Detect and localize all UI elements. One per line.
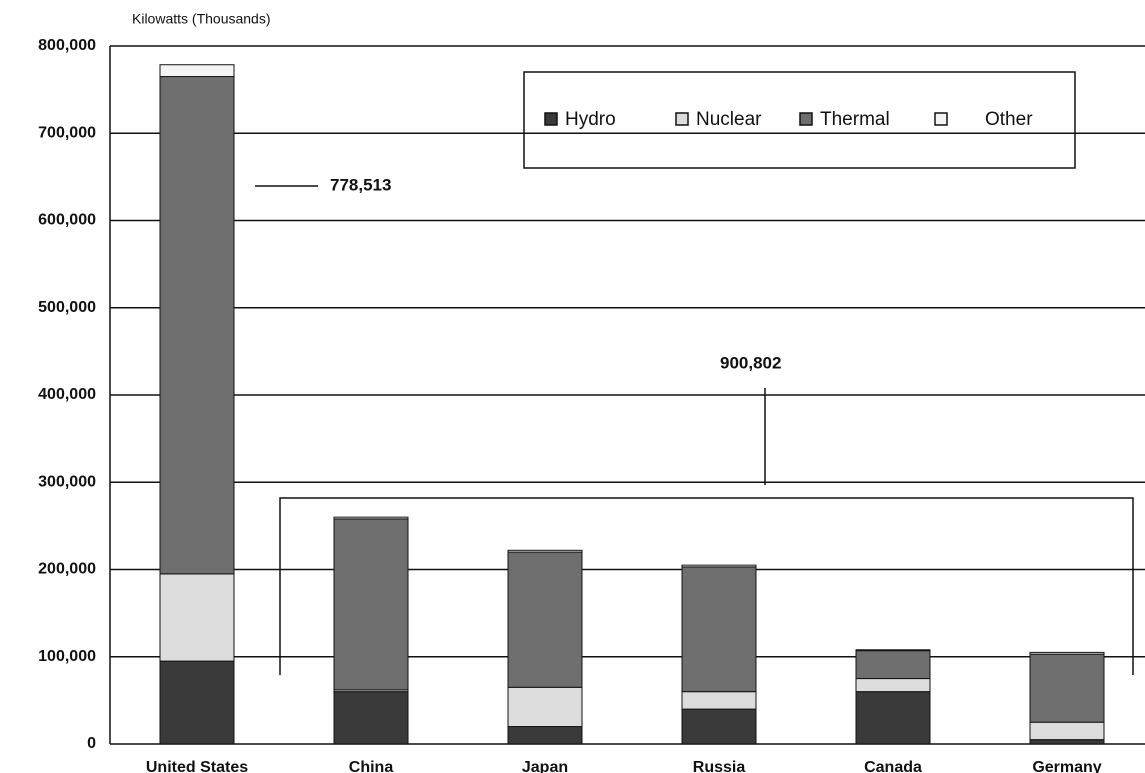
bar-segment [507, 549, 583, 553]
x-tick-label: Russia [693, 759, 746, 773]
bar-segment [333, 691, 409, 745]
bar-segment [1029, 651, 1105, 655]
bar-segment [159, 64, 235, 78]
bar-segment [681, 564, 757, 568]
x-tick-label: United States [146, 759, 248, 773]
bar-segment [855, 691, 931, 745]
bar-segment [507, 726, 583, 745]
bar-segment [333, 518, 409, 691]
x-tick-label: Germany [1032, 759, 1101, 773]
bar-segment [507, 551, 583, 688]
legend-label: Thermal [820, 109, 890, 130]
y-tick-label: 800,000 [38, 37, 96, 54]
y-tick-label: 600,000 [38, 212, 96, 229]
bar-segment [1029, 653, 1105, 723]
legend-swatch [934, 112, 948, 126]
x-tick-label: Japan [522, 759, 568, 773]
y-tick-label: 100,000 [38, 648, 96, 665]
bracket [279, 388, 1134, 675]
annotation: 900,802 [720, 353, 781, 372]
y-tick-label: 400,000 [38, 386, 96, 403]
y-tick-label: 200,000 [38, 561, 96, 578]
bar-segment [507, 686, 583, 728]
bar-segment [1029, 739, 1105, 745]
y-tick-label: 300,000 [38, 473, 96, 490]
y-axis-label: Kilowatts (Thousands) [132, 11, 271, 27]
bar-segment [681, 566, 757, 693]
bar-segment [159, 76, 235, 575]
bar-segment [855, 649, 931, 652]
x-tick-label: China [349, 759, 394, 773]
bar-segment [333, 516, 409, 520]
bar-segment [1029, 721, 1105, 741]
bar-segment [855, 678, 931, 693]
legend-swatch [799, 112, 813, 126]
legend-label: Other [985, 109, 1033, 130]
bar-segment [159, 573, 235, 662]
legend-swatch [675, 112, 689, 126]
bar-segment [681, 708, 757, 745]
y-tick-label: 700,000 [38, 124, 96, 141]
y-tick-label: 500,000 [38, 299, 96, 316]
y-tick-label: 0 [87, 735, 96, 752]
legend-label: Hydro [565, 109, 616, 130]
bar-segment [159, 660, 235, 745]
annotation: 778,513 [330, 175, 391, 194]
x-tick-label: Canada [864, 759, 922, 773]
bar-segment [681, 691, 757, 710]
bar-segment [855, 650, 931, 680]
legend-swatch [544, 112, 558, 126]
legend-label: Nuclear [696, 109, 762, 130]
